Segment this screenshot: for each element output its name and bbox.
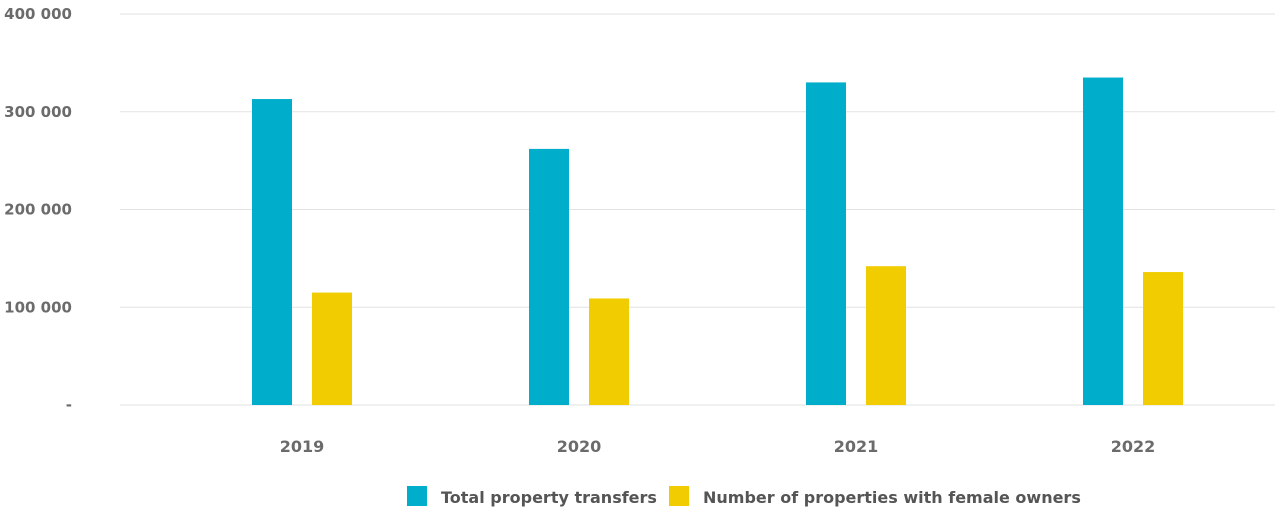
y-tick-label: 400 000 (4, 5, 72, 23)
x-tick-label: 2022 (1111, 437, 1156, 456)
y-tick-label: 100 000 (4, 298, 72, 316)
bar-female-owners-2019 (312, 292, 352, 405)
axis-layer: - 100 000 200 000 300 000 400 000 2019 2020 202… (4, 5, 1155, 456)
bar-female-owners-2020 (589, 298, 629, 405)
bar-female-owners-2022 (1143, 272, 1183, 405)
y-tick-label: 300 000 (4, 103, 72, 121)
bar-total-transfers-2019 (252, 99, 292, 405)
legend-label-total-transfers: Total property transfers (441, 488, 657, 507)
x-tick-label: 2019 (280, 437, 325, 456)
legend: Total property transfers Number of proper… (407, 486, 1081, 507)
x-tick-label: 2021 (834, 437, 879, 456)
bar-female-owners-2021 (866, 266, 906, 405)
bar-total-transfers-2022 (1083, 77, 1123, 405)
bar-total-transfers-2020 (529, 148, 569, 405)
bar-total-transfers-2021 (806, 82, 846, 406)
legend-swatch-total-transfers (407, 486, 427, 506)
y-tick-label: 200 000 (4, 201, 72, 219)
x-tick-label: 2020 (557, 437, 602, 456)
bar-layer (252, 77, 1183, 406)
y-tick-label: - (66, 396, 72, 414)
legend-swatch-female-owners (669, 486, 689, 506)
legend-label-female-owners: Number of properties with female owners (703, 488, 1081, 507)
